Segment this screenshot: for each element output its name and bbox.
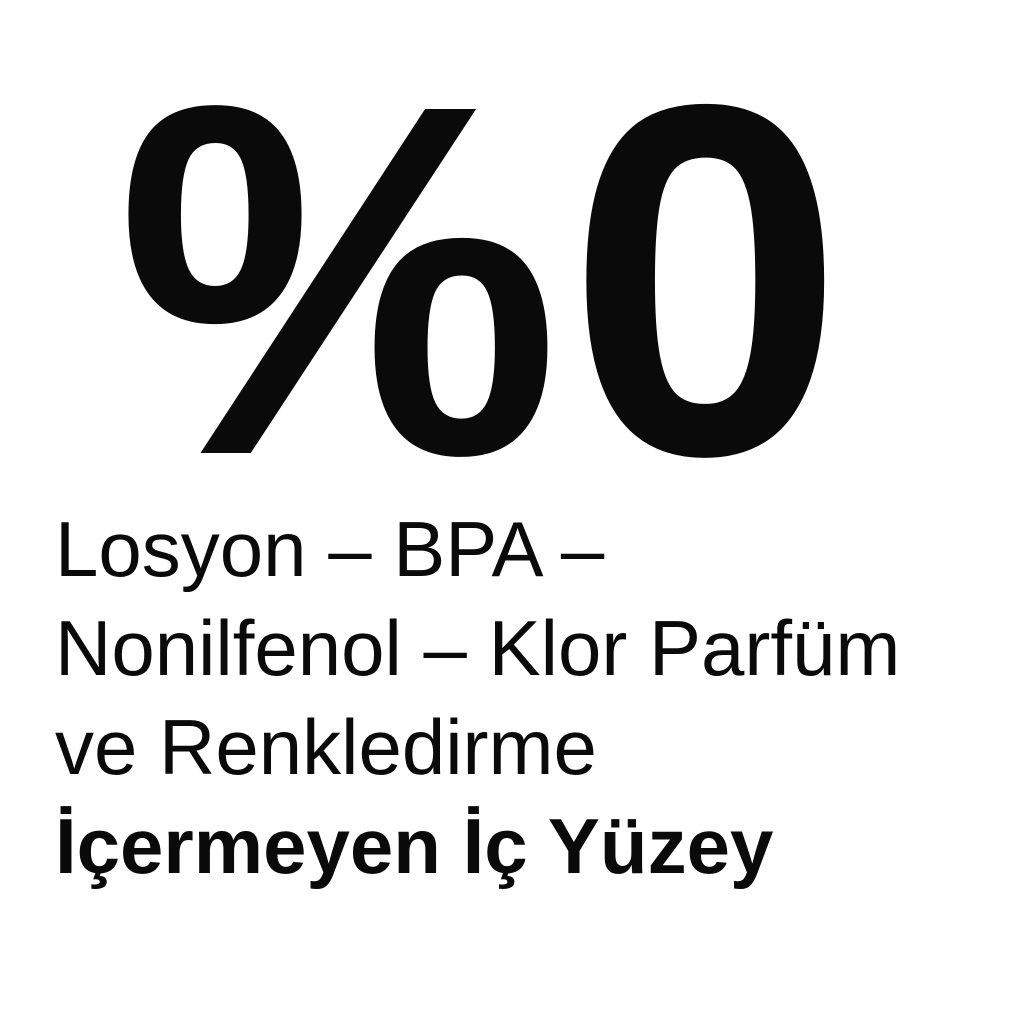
feature-line-emphasis: İçermeyen İç Yüzey bbox=[55, 802, 774, 890]
feature-line-3: ve Renkledirme bbox=[55, 703, 597, 791]
feature-description: Losyon – BPA – Nonilfenol – Klor Parfüm … bbox=[55, 500, 900, 896]
feature-line-2: Nonilfenol – Klor Parfüm bbox=[55, 604, 901, 692]
feature-line-1: Losyon – BPA – bbox=[55, 505, 605, 593]
zero-percent-headline: %0 bbox=[116, 0, 851, 559]
